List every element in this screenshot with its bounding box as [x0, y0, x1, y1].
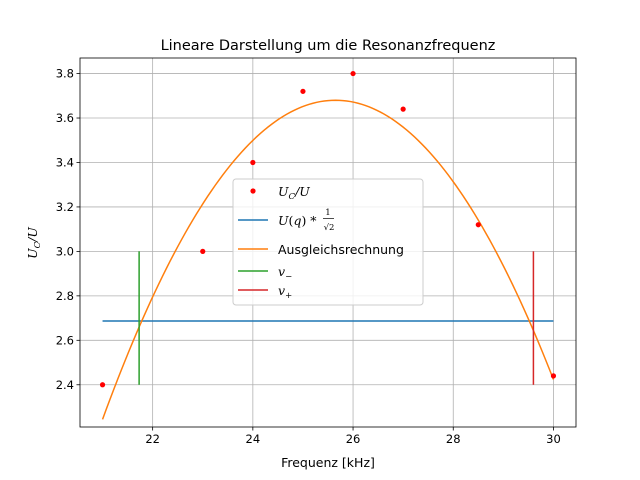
x-axis-label: Frequenz [kHz] — [281, 455, 375, 470]
x-tick-label: 24 — [246, 432, 261, 446]
y-tick-label: 3.8 — [56, 67, 74, 81]
x-tick-label: 22 — [145, 432, 160, 446]
y-tick-label: 3.2 — [56, 200, 74, 214]
data-point — [400, 106, 406, 112]
data-point — [350, 70, 356, 77]
data-point — [250, 159, 256, 166]
legend-entry-vminus: v− — [238, 264, 292, 282]
legend-fraction: 1 √2 — [323, 208, 334, 233]
svg-text:1: 1 — [325, 208, 330, 218]
data-point — [200, 248, 206, 254]
y-tick-label: 3.0 — [56, 244, 74, 258]
legend: UC/U U(q) * 1 √2 Ausgleichsrechnung v− v… — [232, 178, 424, 306]
legend-label-vplus: v+ — [278, 283, 292, 301]
y-tick-label: 2.4 — [56, 378, 74, 392]
legend-marker-scatter — [250, 188, 256, 194]
data-point — [475, 222, 481, 228]
axis-ticks: 22 24 26 28 30 2.4 2.6 2.8 3.0 3.2 3.4 3.6 3.8 — [56, 67, 561, 446]
legend-label-hline: U(q) * — [278, 213, 317, 228]
x-tick-label: 30 — [546, 432, 561, 446]
legend-entry-vplus: v+ — [238, 283, 292, 301]
data-point — [300, 88, 306, 94]
y-tick-label: 2.6 — [56, 333, 74, 347]
legend-entry-hline: U(q) * 1 √2 — [238, 208, 334, 233]
svg-text:UC/U: UC/U — [25, 227, 43, 259]
legend-entry-scatter: UC/U — [250, 184, 310, 202]
legend-box — [232, 178, 424, 306]
x-tick-label: 26 — [346, 432, 361, 446]
x-tick-label: 28 — [446, 432, 461, 446]
fit-curve — [101, 99, 555, 420]
plot-frame — [79, 57, 577, 428]
legend-entry-fit: Ausgleichsrechnung — [238, 242, 404, 257]
y-tick-label: 2.8 — [56, 289, 74, 303]
legend-label-scatter: UC/U — [278, 184, 310, 202]
y-axis-label: UC/U — [25, 227, 43, 259]
y-tick-label: 3.6 — [56, 111, 74, 125]
legend-label-fit: Ausgleichsrechnung — [278, 242, 404, 257]
plot-series — [99, 70, 557, 420]
data-point — [550, 373, 557, 379]
svg-text:√2: √2 — [324, 223, 335, 233]
chart-title: Lineare Darstellung um die Resonanzfrequ… — [161, 38, 496, 54]
data-point — [99, 382, 106, 388]
y-tick-label: 3.4 — [56, 155, 74, 169]
legend-label-vminus: v− — [278, 264, 292, 282]
